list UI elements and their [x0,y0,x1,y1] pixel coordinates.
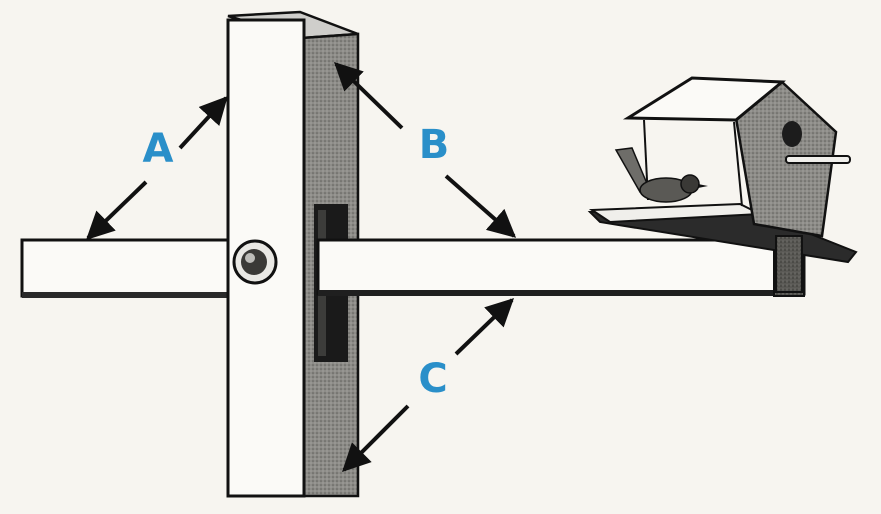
arrow-c-post [342,404,410,472]
label-c: C [418,356,447,402]
feeder-house [587,76,858,293]
crossbar-left [20,238,236,298]
bird-icon [614,147,708,203]
crossbar-right [316,238,806,297]
label-a: A [143,126,174,172]
arrow-b-arm [444,174,517,238]
label-b: B [419,122,450,168]
arrow-b-post [333,62,404,130]
arrows [85,62,517,472]
arrow-a-arm [85,180,148,240]
arrow-a-post [178,95,228,150]
bolt-icon [232,239,278,285]
arrow-c-arm [454,298,515,356]
